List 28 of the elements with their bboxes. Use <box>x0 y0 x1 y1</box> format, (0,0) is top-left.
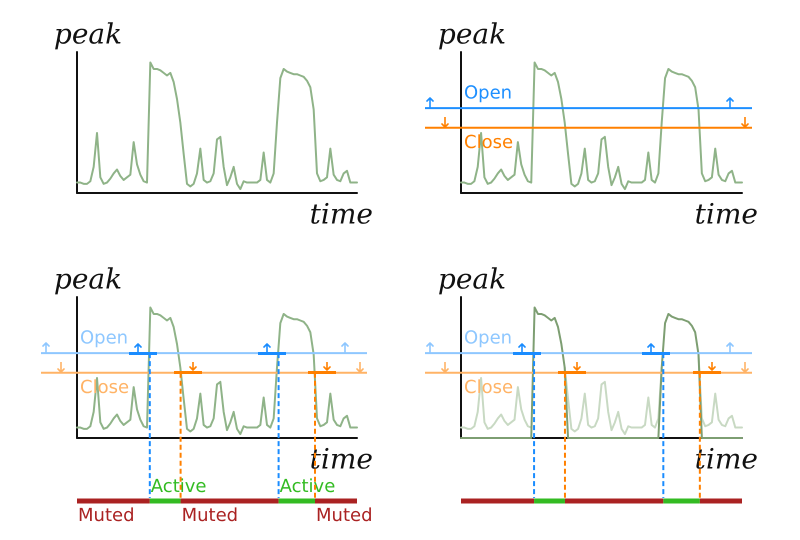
series-label: Muted <box>182 505 238 526</box>
ref-line-label: Open <box>464 82 512 104</box>
bar <box>663 498 700 504</box>
series-label: Active <box>280 476 336 497</box>
y-axis-title: peak <box>54 262 122 296</box>
x-axis-title: time <box>310 442 373 476</box>
bar <box>180 498 279 504</box>
bar <box>534 498 565 504</box>
bar <box>278 498 315 504</box>
y-axis-title: peak <box>438 262 506 296</box>
bar <box>77 498 150 504</box>
y-axis-title: peak <box>54 18 122 50</box>
ref-line-label: Close <box>464 132 514 154</box>
bar <box>700 498 742 504</box>
ref-line-label: Close <box>464 377 514 398</box>
bar <box>315 498 357 504</box>
x-axis-title: time <box>694 198 758 230</box>
x-axis-title: time <box>694 442 758 476</box>
ref-line-label: Open <box>464 328 512 349</box>
series-label: Muted <box>316 505 372 526</box>
bar <box>564 498 664 504</box>
series-label: Muted <box>78 505 134 526</box>
series-label: Active <box>150 476 206 497</box>
y-axis-title: peak <box>438 18 506 50</box>
bar <box>461 498 534 504</box>
x-axis-title: time <box>310 198 373 230</box>
bar <box>150 498 181 504</box>
ref-line-label: Open <box>80 328 128 349</box>
